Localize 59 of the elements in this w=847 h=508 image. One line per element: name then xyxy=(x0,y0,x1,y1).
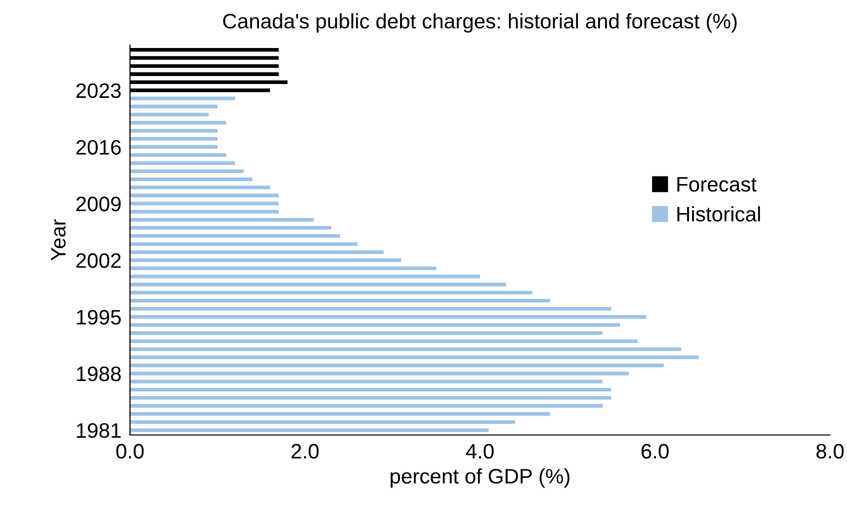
bar xyxy=(130,274,480,278)
y-tick-label: 2016 xyxy=(76,140,121,155)
bar xyxy=(130,420,515,424)
bar xyxy=(130,145,218,149)
bar xyxy=(130,169,244,174)
bar xyxy=(130,266,436,270)
x-axis-title: percent of GDP (%) xyxy=(390,468,570,488)
bar xyxy=(130,290,532,294)
legend-label: Forecast xyxy=(677,177,757,192)
bar xyxy=(130,112,209,116)
bar xyxy=(130,306,612,311)
bar xyxy=(130,128,218,133)
y-tick-label: 2002 xyxy=(76,253,121,268)
y-tick-label: 1981 xyxy=(76,423,121,438)
bar xyxy=(130,412,550,416)
bar xyxy=(130,210,279,214)
bar xyxy=(130,96,235,100)
y-tick-label: 1988 xyxy=(76,366,121,382)
y-tick-label: 2023 xyxy=(76,83,121,98)
x-tick-label: 6.0 xyxy=(642,444,669,459)
y-tick-label: 2009 xyxy=(76,196,121,212)
bar xyxy=(130,339,638,343)
bar xyxy=(130,186,270,190)
bar xyxy=(130,372,629,376)
bar xyxy=(130,428,489,432)
bar xyxy=(130,120,226,124)
x-tick-label: 8.0 xyxy=(816,444,844,459)
bar xyxy=(130,137,218,141)
bar xyxy=(130,194,279,198)
bar xyxy=(130,258,402,262)
bar xyxy=(130,234,340,238)
bar xyxy=(130,218,314,222)
x-tick-label: 0.0 xyxy=(116,444,144,459)
bar xyxy=(130,380,602,384)
x-tick-label: 4.0 xyxy=(466,444,494,459)
bar xyxy=(130,298,550,303)
bar xyxy=(130,396,612,400)
chart-title: Canada's public debt charges: historial and forecast (%) xyxy=(223,13,737,33)
bar xyxy=(130,364,664,368)
bar xyxy=(130,282,506,286)
bar xyxy=(130,356,699,360)
x-tick-label: 2.0 xyxy=(292,444,319,459)
bar xyxy=(130,331,602,335)
y-axis-title: Year xyxy=(51,219,66,261)
bar xyxy=(130,153,226,157)
bar xyxy=(130,250,384,254)
legend-label: Historical xyxy=(677,206,760,222)
y-tick-label: 1995 xyxy=(76,310,121,325)
bar xyxy=(130,404,602,408)
bar xyxy=(130,242,358,246)
bar xyxy=(130,388,612,392)
bar xyxy=(130,347,682,352)
bar xyxy=(130,104,218,108)
bar xyxy=(130,315,646,319)
bar xyxy=(130,177,252,182)
bar xyxy=(130,202,279,206)
bar xyxy=(130,226,332,230)
bar xyxy=(130,161,235,165)
bar xyxy=(130,323,620,327)
